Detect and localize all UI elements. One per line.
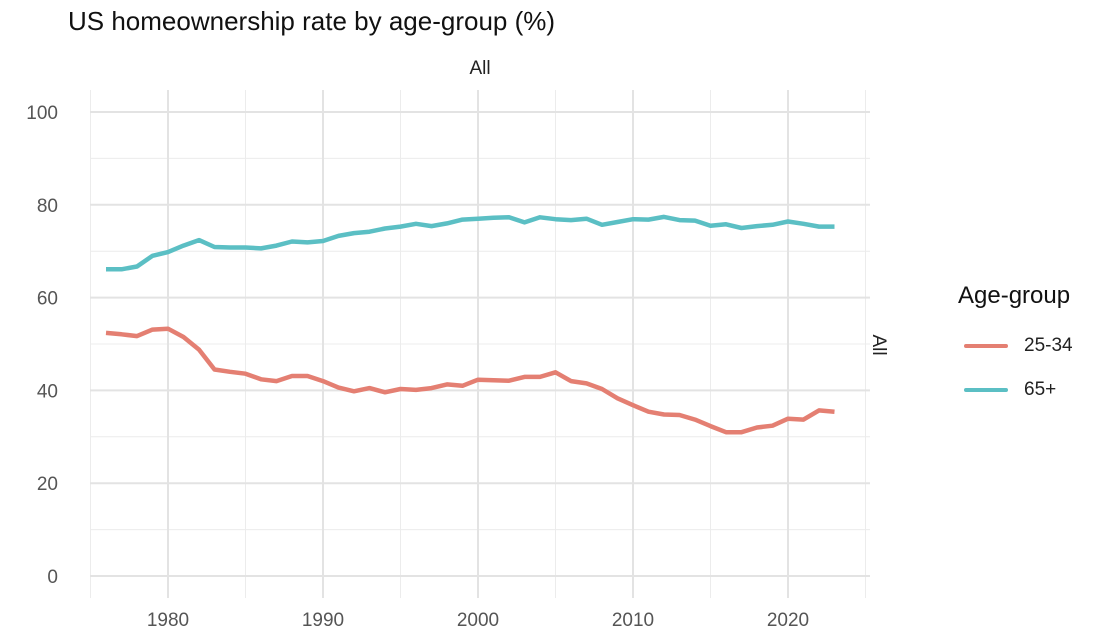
y-tick-label: 20: [37, 474, 58, 495]
x-tick-label: 1990: [302, 610, 344, 631]
y-axis-tick-labels: 0 20 40 60 80 100: [26, 103, 58, 588]
legend-label-65-plus: 65+: [1024, 379, 1057, 400]
y-tick-label: 0: [47, 567, 58, 588]
y-tick-label: 80: [37, 196, 58, 217]
facet-strip-top-label: All: [469, 58, 491, 79]
x-axis-tick-labels: 1980 1990 2000 2010 2020: [147, 610, 809, 631]
x-tick-label: 2000: [457, 610, 499, 631]
x-tick-label: 1980: [147, 610, 189, 631]
x-tick-label: 2010: [612, 610, 654, 631]
legend-key-25-34: [964, 344, 1008, 348]
series-layer: [105, 214, 835, 435]
series-line-25-34: [105, 326, 835, 435]
legend-label-25-34: 25-34: [1024, 335, 1073, 356]
minor-gridlines: [90, 90, 870, 598]
chart-title: US homeownership rate by age-group (%): [68, 6, 556, 36]
major-gridlines: [90, 90, 870, 598]
legend-key-65-plus: [964, 388, 1008, 392]
legend: Age-group 25-34 65+: [958, 282, 1073, 412]
legend-item-65-plus: 65+: [958, 368, 1073, 412]
legend-title: Age-group: [958, 282, 1071, 309]
y-tick-label: 40: [37, 381, 58, 402]
series-line-65-plus: [106, 214, 835, 272]
x-tick-label: 2020: [767, 610, 809, 631]
legend-item-25-34: 25-34: [958, 324, 1073, 368]
y-tick-label: 100: [26, 103, 58, 124]
y-tick-label: 60: [37, 289, 58, 310]
